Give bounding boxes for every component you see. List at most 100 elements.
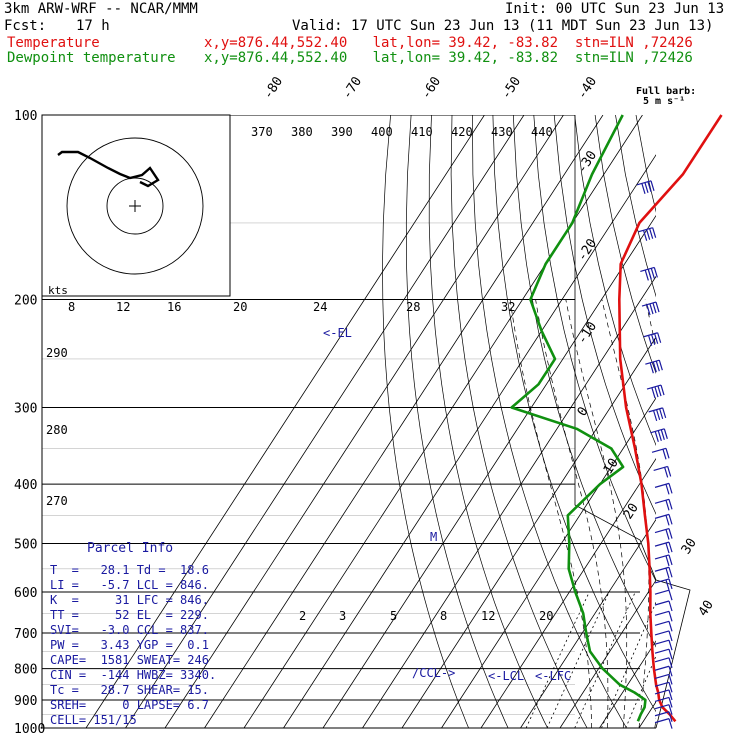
m-marker: M	[430, 530, 437, 544]
wind-barb-staff	[654, 610, 670, 616]
wind-barb	[654, 665, 673, 677]
wind-barb	[641, 301, 660, 316]
isotherm-line	[243, 115, 643, 728]
wind-barb-flag	[662, 449, 667, 460]
parcel-info-row: CIN = -144 HWBZ= 3340.	[50, 668, 216, 682]
theta-label: 400	[371, 125, 393, 139]
wind-barb	[654, 648, 673, 660]
diagram-grid	[41, 115, 740, 740]
wind-barb	[654, 673, 673, 685]
isotherm-line	[679, 115, 740, 728]
wind-barb	[654, 578, 673, 591]
wind-barb-staff	[654, 639, 670, 645]
wind-barb-flag	[654, 333, 659, 344]
mixing-ratio-line	[525, 591, 590, 728]
model-title: 3km ARW-WRF -- NCAR/MMM	[4, 1, 198, 17]
pressure-label: 300	[14, 401, 37, 416]
wind-barb-flag	[668, 689, 673, 701]
isotherm-label: -10	[575, 319, 600, 347]
wind-barb-staff	[654, 528, 670, 534]
moist-adiabat-line	[601, 299, 650, 728]
mixing-ratio-label: 20	[539, 609, 553, 623]
forecast-label: Fcst:	[4, 18, 47, 34]
wind-barb-staff	[645, 359, 660, 365]
wind-barb-flag	[658, 360, 663, 371]
wind-barb	[654, 554, 673, 567]
theta-left-label: 290	[46, 346, 68, 360]
wind-barb-flag	[654, 431, 659, 443]
wind-barb-flag	[650, 268, 655, 279]
wind-barb-flag	[668, 483, 673, 494]
wind-barb-staff	[654, 620, 670, 626]
wind-barb-flag	[656, 409, 661, 421]
dewpoint-legend: Dewpoint temperature	[7, 50, 176, 66]
wind-barb	[654, 711, 673, 722]
wind-barb	[654, 718, 673, 729]
wind-barb-flag	[668, 704, 673, 715]
wind-barb-flag	[649, 363, 654, 374]
isotherm-label: -80	[261, 74, 286, 102]
dry-adiabat-line	[382, 115, 469, 728]
isotherm-line	[480, 458, 656, 728]
theta-label: 390	[331, 125, 353, 139]
hodograph-ring	[66, 137, 204, 275]
parcel-info-title: Parcel Info	[87, 541, 173, 556]
ccl-marker: /CCL->	[412, 666, 455, 680]
wind-barb-staff	[654, 482, 670, 488]
isotherm-label: -40	[575, 74, 600, 102]
wind-barb-staff	[651, 447, 667, 453]
wind-barb-flag	[667, 466, 672, 477]
lcl-marker: <-LCL	[488, 669, 524, 683]
wind-barb	[654, 620, 673, 632]
isotherm-label: 40	[696, 598, 717, 619]
wind-barb	[654, 498, 673, 511]
wind-barb-flag	[655, 301, 660, 313]
wind-barb-flag	[643, 230, 648, 241]
dry-adiabat-line	[450, 115, 588, 728]
wind-barb-flag	[644, 182, 649, 194]
isotherm-label: -60	[419, 74, 444, 102]
wind-barb	[654, 696, 673, 708]
isotherm-line	[204, 115, 604, 728]
wind-barb-staff	[654, 718, 670, 724]
wind-barb-staff	[648, 407, 663, 413]
pressure-label: 800	[14, 663, 37, 678]
dry-adiabat-line	[656, 115, 740, 740]
wetbulb-label: 32	[501, 300, 515, 314]
dry-adiabat-line	[553, 115, 656, 515]
mixing-ratio-line	[625, 655, 656, 728]
pressure-label: 700	[14, 627, 37, 642]
wind-barb-flag	[652, 362, 657, 373]
pressure-label: 600	[14, 586, 37, 601]
wind-barb-staff	[654, 600, 670, 606]
pressure-label: 100	[14, 109, 37, 124]
wind-barb-flag	[644, 270, 649, 281]
mixing-ratio-line	[546, 591, 610, 728]
wind-barb-flag	[646, 304, 651, 316]
wind-barb-staff	[654, 665, 670, 671]
wind-barb-flag	[660, 429, 665, 441]
theta-left-label: 280	[46, 423, 68, 437]
wind-barb-staff	[653, 465, 668, 471]
wind-barb-flag	[665, 568, 670, 579]
wind-barb-staff	[654, 566, 670, 572]
wind-barb-flag	[657, 332, 662, 343]
isotherm-line	[164, 115, 564, 728]
theta-label: 420	[451, 125, 473, 139]
wind-barb-flag	[663, 428, 668, 440]
dry-adiabat-line	[574, 115, 656, 446]
wind-barb-flag	[664, 467, 669, 478]
wetbulb-label: 24	[313, 300, 327, 314]
temperature-profile-line	[618, 114, 723, 723]
wind-barb-flag	[652, 227, 657, 238]
wind-barb-flag	[665, 555, 670, 567]
wind-barb	[654, 704, 673, 715]
dry-adiabat-line	[492, 115, 656, 713]
dry-adiabat-line	[533, 115, 656, 582]
wind-barb	[654, 589, 673, 601]
wind-barb	[638, 227, 657, 241]
isotherm-line	[322, 214, 656, 728]
temperature-legend: Temperature	[7, 35, 100, 51]
dewpoint-profile-line	[510, 114, 647, 722]
